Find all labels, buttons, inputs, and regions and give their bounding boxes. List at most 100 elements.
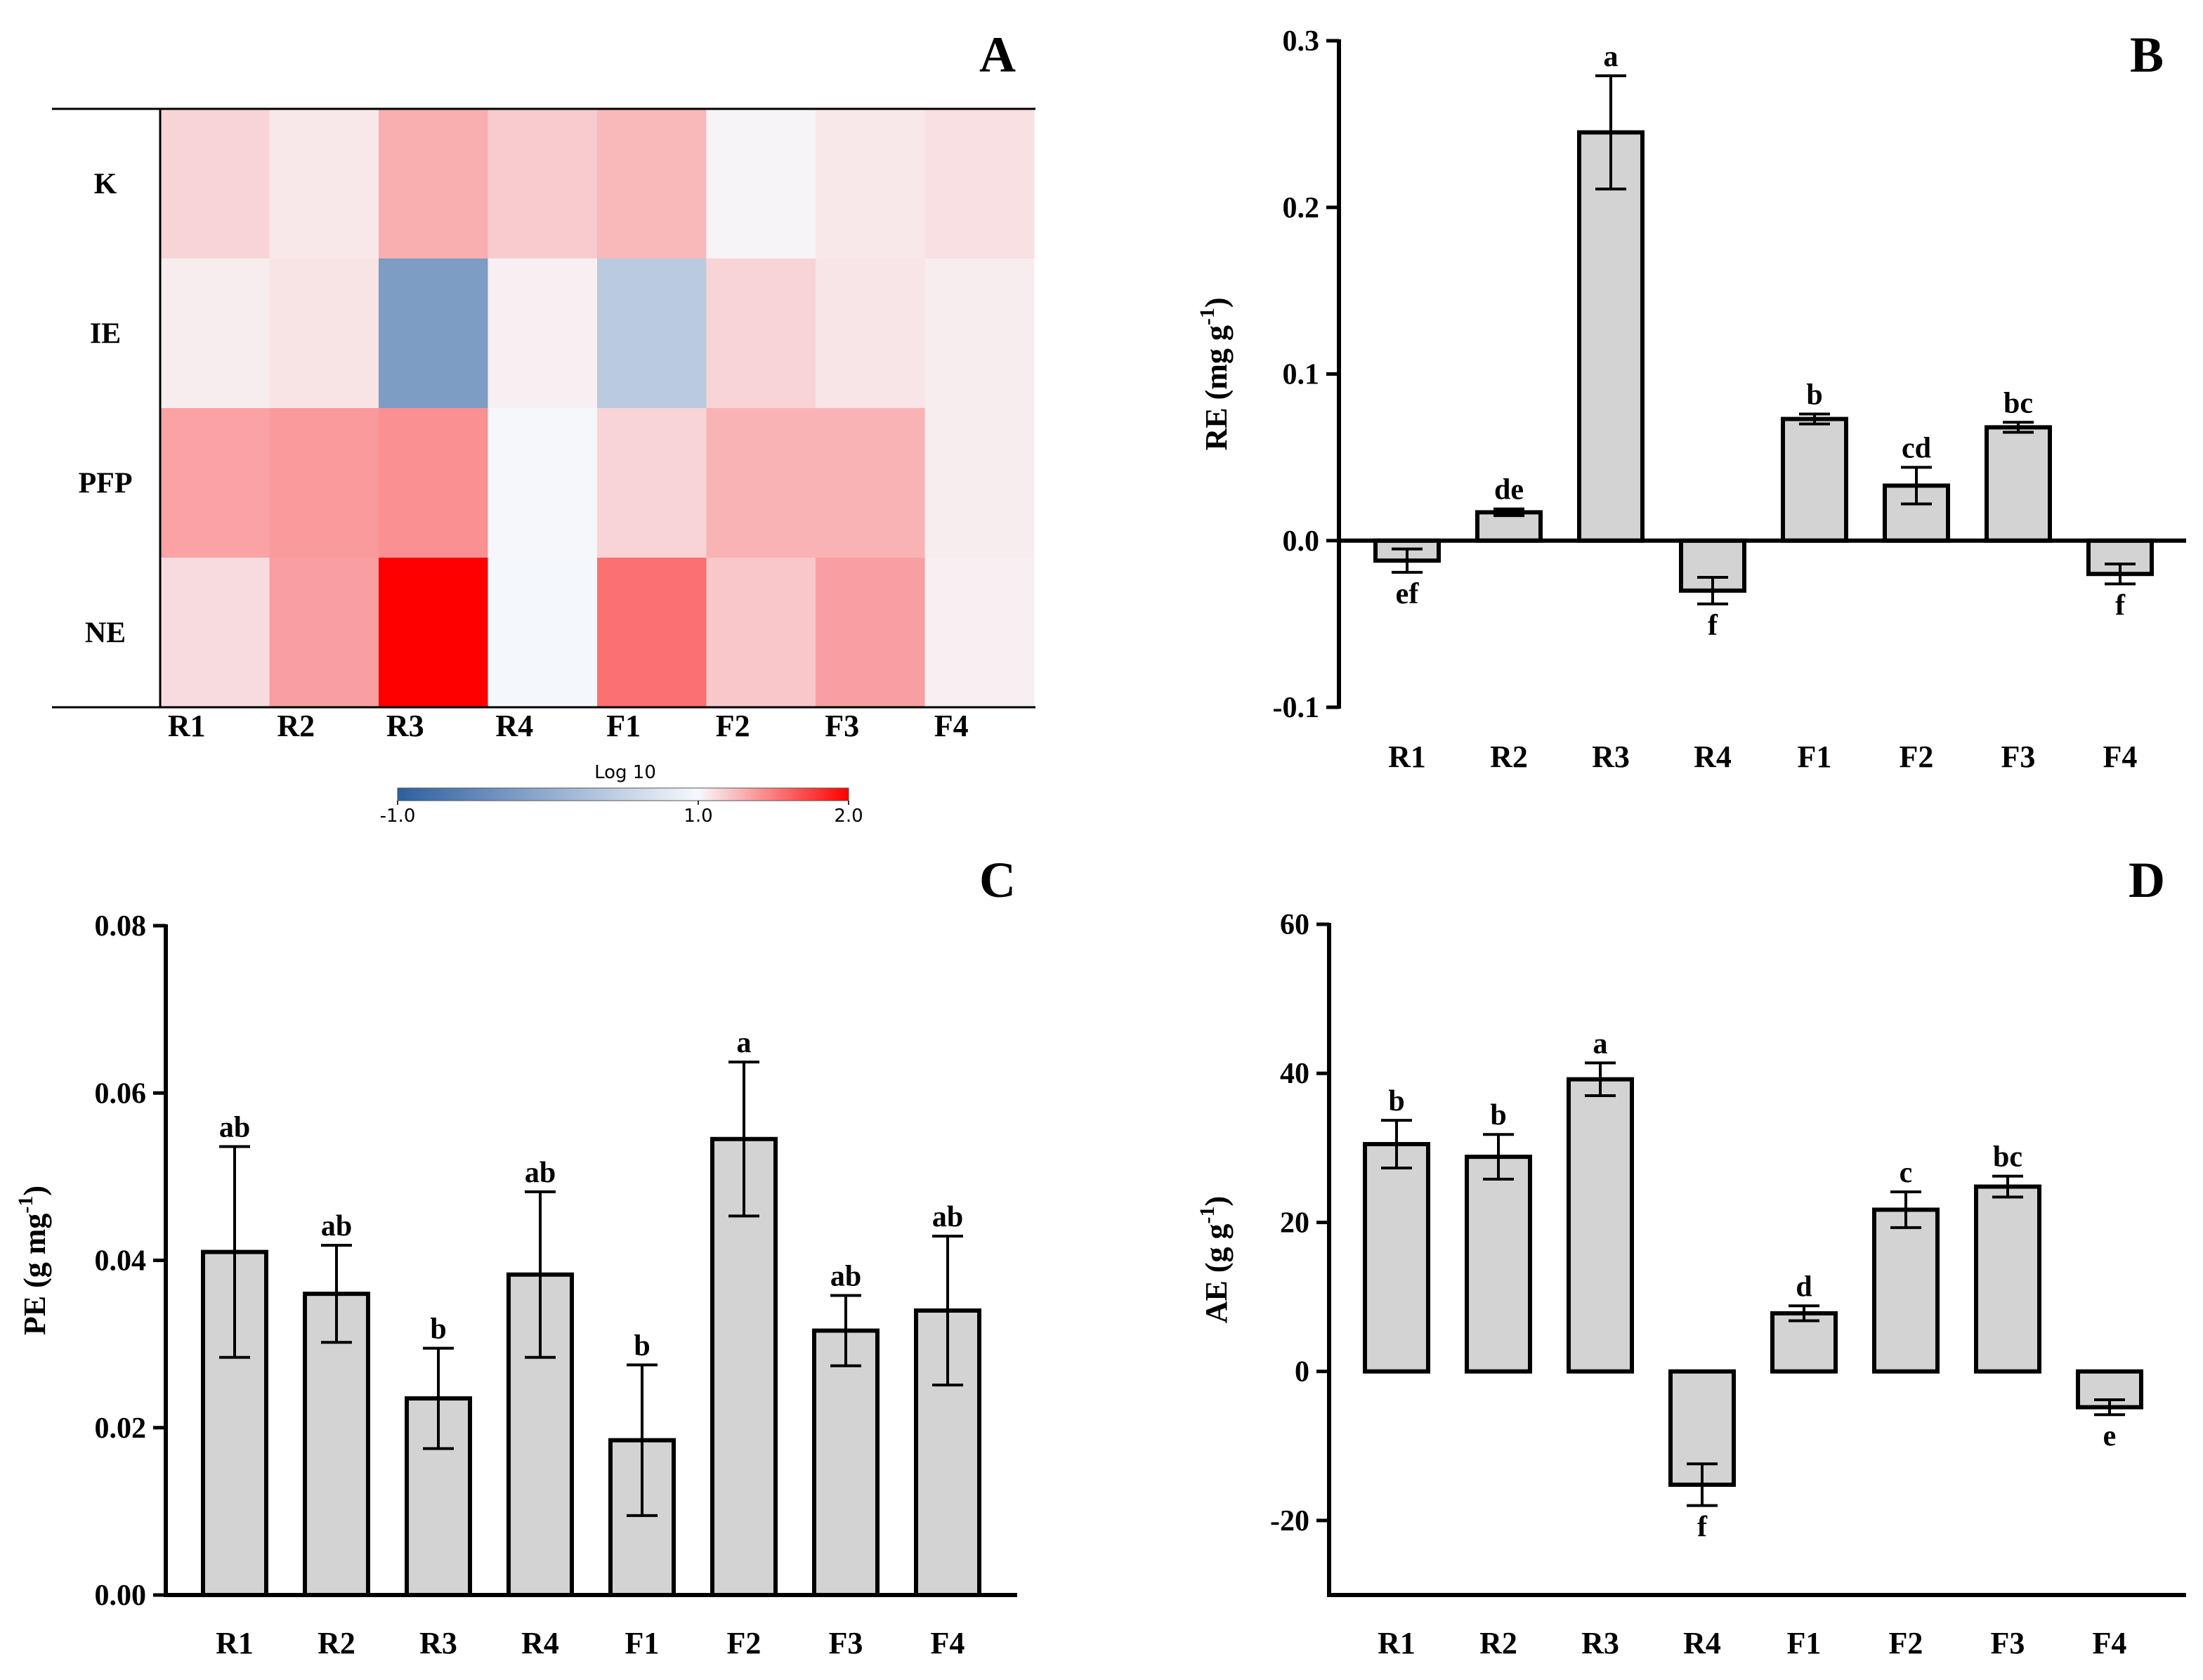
- panel-c-significance-letter: ab: [830, 1261, 861, 1293]
- panel-letter-a: A: [979, 27, 1016, 83]
- panel-c-x-tick-label: F2: [727, 1626, 761, 1660]
- heatmap-column-label: F3: [825, 709, 859, 743]
- heatmap-column-label: F2: [716, 709, 750, 743]
- panel-b-x-tick-label: R4: [1694, 740, 1732, 774]
- panel-d-significance-letter: a: [1593, 1028, 1608, 1060]
- panel-d-x-tick-label: R3: [1581, 1626, 1619, 1660]
- panel-b-error-bar-r3: [1595, 74, 1626, 191]
- panel-b-significance-letter: f: [2115, 589, 2126, 622]
- panel-c-x-tick-label: R3: [419, 1626, 457, 1660]
- panel-a-heatmap: K IE PFP NE R1 R2 R3 R4 F1 F2 F3 F4 Log 10 -1.0 1.0 2.0…: [52, 27, 1035, 827]
- heatmap-column-label: R2: [277, 709, 315, 743]
- panel-c-error-bar-f4: [932, 1234, 963, 1386]
- panel-c-significance-letter: ab: [932, 1201, 963, 1233]
- panel-c-error-bar-r1: [219, 1145, 250, 1359]
- heatmap-cell-ie-r1: [160, 258, 270, 409]
- panel-b-error-bar-f2: [1901, 466, 1932, 506]
- panel-c-bar-f3: [812, 1328, 880, 1597]
- colorbar-tick-label: 1.0: [684, 806, 712, 827]
- panel-d-error-bar-r2: [1483, 1133, 1514, 1181]
- heatmap-cell-ne-f4: [924, 558, 1035, 708]
- panel-b-x-tick-label: F2: [1900, 740, 1934, 774]
- panel-c-error-bar-f3: [830, 1294, 861, 1367]
- heatmap-cell-pfp-f1: [597, 408, 707, 558]
- panel-c-significance-letter: a: [737, 1027, 752, 1059]
- panel-c-significance-letter: b: [430, 1313, 446, 1346]
- panel-b-y-tick-label: 0.0: [1283, 525, 1320, 558]
- panel-d-x-tick-label: R1: [1378, 1626, 1416, 1660]
- panel-d-significance-letter: bc: [1993, 1141, 2022, 1174]
- panel-c-x-tick-label: R4: [521, 1626, 559, 1660]
- panel-b-x-tick-label: R3: [1592, 740, 1630, 774]
- panel-c-x-tick-label: R2: [318, 1626, 355, 1660]
- heatmap-row-label: IE: [90, 318, 121, 350]
- panel-d-bar-f2: [1872, 1207, 1940, 1374]
- panel-letter-d: D: [2129, 852, 2165, 908]
- panel-b-significance-letter: a: [1604, 41, 1619, 73]
- panel-c-x-tick-label: F4: [931, 1626, 965, 1660]
- panel-d-bar-f3: [1974, 1184, 2041, 1374]
- panel-c-error-bar-f2: [728, 1061, 759, 1218]
- panel-c-x-tick-label: F3: [829, 1626, 863, 1660]
- colorbar: [397, 787, 849, 801]
- panel-d-ae-bar-chart: -20 0 20 40 60 AE (g g-1) b R1 b R2 a R3 f R4 d F1 c F2 bc…: [1196, 852, 2186, 1660]
- panel-b-y-tick-label: 0.2: [1283, 192, 1320, 224]
- panel-c-y-tick-label: 0.04: [95, 1245, 147, 1278]
- heatmap-cell-ie-r2: [269, 258, 379, 409]
- panel-d-significance-letter: b: [1388, 1085, 1404, 1117]
- panel-b-y-tick-label: -0.1: [1273, 692, 1320, 724]
- colorbar-tick-label: 2.0: [834, 806, 863, 827]
- heatmap-column-label: R1: [168, 709, 206, 743]
- panel-d-y-tick-label: -20: [1270, 1505, 1309, 1537]
- panel-b-bar-f1: [1781, 416, 1848, 543]
- heatmap-cell-k-r3: [379, 109, 488, 259]
- panel-d-significance-letter: f: [1697, 1511, 1708, 1544]
- heatmap-cell-k-f4: [924, 109, 1035, 259]
- heatmap-cell-ie-r4: [488, 258, 598, 409]
- heatmap-column-label: R3: [386, 709, 424, 743]
- heatmap-cell-ne-f2: [706, 558, 816, 708]
- panel-b-x-tick-label: R2: [1490, 740, 1528, 774]
- heatmap-row-label: PFP: [79, 468, 133, 500]
- panel-b-error-bar-r4: [1697, 575, 1728, 605]
- heatmap-cell-ne-r4: [488, 558, 598, 708]
- panel-c-error-bar-r3: [423, 1346, 454, 1450]
- panel-d-y-tick-label: 20: [1280, 1207, 1309, 1239]
- panel-b-significance-letter: de: [1494, 474, 1524, 506]
- panel-d-x-tick-label: F4: [2093, 1626, 2127, 1660]
- panel-b-significance-letter: cd: [1902, 432, 1931, 464]
- panel-c-y-tick-label: 0.06: [95, 1077, 147, 1110]
- heatmap-cell-ne-r2: [269, 558, 379, 708]
- heatmap-cell-pfp-r3: [379, 408, 488, 558]
- panel-d-x-tick-label: F2: [1889, 1626, 1923, 1660]
- panel-letter-c: C: [979, 852, 1016, 908]
- panel-b-error-bar-f4: [2105, 562, 2136, 586]
- panel-c-significance-letter: ab: [321, 1210, 352, 1242]
- heatmap-cell-ie-f3: [816, 258, 925, 409]
- heatmap-row-label: NE: [85, 617, 126, 650]
- panel-d-error-bar-f1: [1789, 1304, 1819, 1323]
- panel-b-bar-r3: [1577, 130, 1645, 543]
- panel-b-y-tick-label: 0.3: [1283, 25, 1320, 58]
- heatmap-cell-k-r1: [160, 109, 270, 259]
- heatmap-cell-k-f3: [816, 109, 925, 259]
- panel-b-y-axis-label: RE (mg g-1): [1196, 297, 1234, 450]
- panel-d-error-bar-r1: [1381, 1119, 1412, 1169]
- panel-c-x-tick-label: R1: [216, 1626, 254, 1660]
- panel-d-error-bar-r4: [1687, 1462, 1718, 1507]
- heatmap-column-label: F4: [934, 709, 969, 743]
- panel-c-significance-letter: ab: [219, 1111, 250, 1143]
- panel-c-y-tick-label: 0.00: [95, 1580, 147, 1612]
- heatmap-cell-ie-f2: [706, 258, 816, 409]
- heatmap-cell-k-f2: [706, 109, 816, 259]
- panel-letter-b: B: [2130, 27, 2164, 83]
- panel-c-y-axis-label: PE (g mg-1): [14, 1186, 52, 1335]
- heatmap-cell-ie-f1: [597, 258, 707, 409]
- panel-d-bar-r1: [1363, 1142, 1430, 1374]
- panel-b-significance-letter: b: [1806, 379, 1822, 411]
- heatmap-column-label: F1: [606, 709, 641, 743]
- heatmap-row-label: K: [94, 169, 117, 201]
- panel-d-x-tick-label: F3: [1991, 1626, 2025, 1660]
- panel-d-error-bar-f4: [2094, 1398, 2125, 1417]
